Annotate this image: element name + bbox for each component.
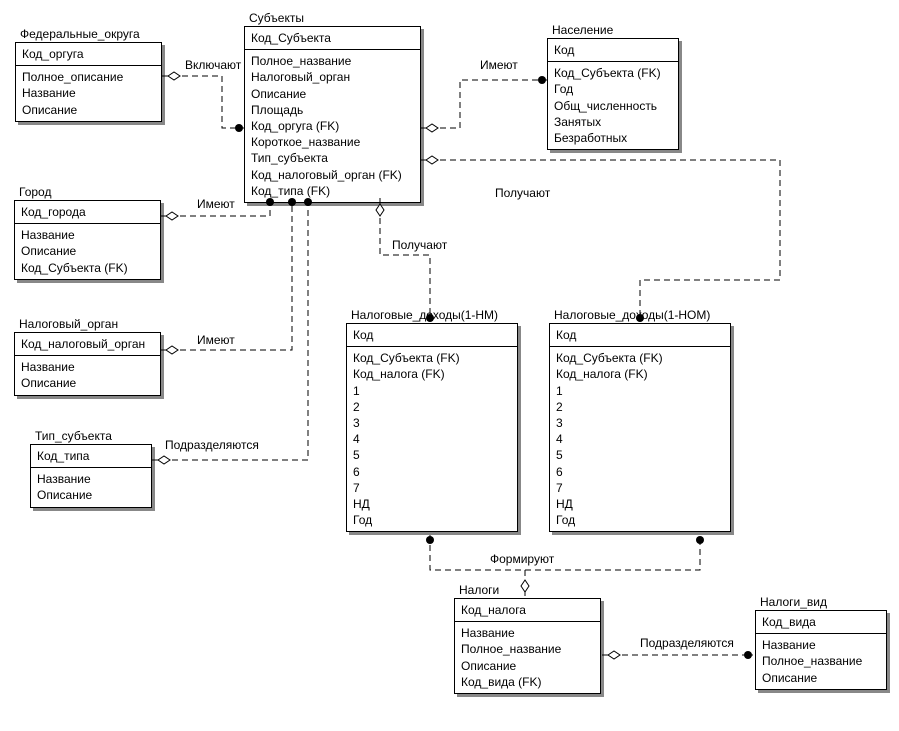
rel-label-include: Включают — [185, 58, 241, 72]
entity-title: Налоговые_доходы(1-НОМ) — [550, 308, 714, 324]
rel-label-receive-1: Получают — [392, 238, 447, 252]
entity-pk: Код_города — [15, 201, 160, 224]
entity-pk: Код — [347, 324, 517, 347]
rel-label-have-pop: Имеют — [480, 58, 518, 72]
entity-title: Налоговые_доходы(1-НМ) — [347, 308, 502, 324]
rel-label-receive-2: Получают — [495, 186, 550, 200]
entity-tax-income-hom: Налоговые_доходы(1-НОМ) Код Код_Субъекта… — [549, 323, 731, 532]
entity-federal-districts: Федеральные_округа Код_оргуга Полное_опи… — [15, 42, 162, 122]
entity-pk: Код_налога — [455, 599, 600, 622]
entity-attrs: Название Описание Код_Субъекта (FK) — [15, 224, 160, 279]
entity-pk: Код_налоговый_орган — [15, 333, 160, 356]
entity-attrs: Полное_описание Название Описание — [16, 66, 161, 121]
entity-population: Население Код Код_Субъекта (FK) Год Общ_… — [547, 38, 679, 150]
entity-attrs: Код_Субъекта (FK) Код_налога (FK) 1 2 3 … — [347, 347, 517, 531]
rel-label-have-taxauth: Имеют — [197, 333, 235, 347]
entity-tax-income-hm: Налоговые_доходы(1-НМ) Код Код_Субъекта … — [346, 323, 518, 532]
entity-title: Тип_субъекта — [31, 429, 116, 445]
entity-attrs: Название Описание — [15, 356, 160, 394]
entity-subject-type: Тип_субъекта Код_типа Название Описание — [30, 444, 152, 508]
entity-attrs: Название Полное_название Описание — [756, 634, 886, 689]
rel-label-have-city: Имеют — [197, 197, 235, 211]
entity-city: Город Код_города Название Описание Код_С… — [14, 200, 161, 280]
entity-pk: Код — [548, 39, 678, 62]
entity-pk: Код_типа — [31, 445, 151, 468]
entity-tax-authority: Налоговый_орган Код_налоговый_орган Назв… — [14, 332, 161, 396]
entity-title: Налоги — [455, 583, 503, 599]
entity-attrs: Код_Субъекта (FK) Код_налога (FK) 1 2 3 … — [550, 347, 730, 531]
entity-title: Город — [15, 185, 55, 201]
entity-title: Налоговый_орган — [15, 317, 122, 333]
entity-subjects: Субъекты Код_Субъекта Полное_название На… — [244, 26, 421, 203]
entity-attrs: Название Полное_название Описание Код_ви… — [455, 622, 600, 693]
entity-attrs: Код_Субъекта (FK) Год Общ_численность За… — [548, 62, 678, 149]
rel-label-subdivide-taxkind: Подразделяются — [640, 636, 734, 650]
entity-pk: Код_Субъекта — [245, 27, 420, 50]
entity-title: Субъекты — [245, 11, 308, 27]
entity-taxes: Налоги Код_налога Название Полное_назван… — [454, 598, 601, 694]
entity-pk: Код — [550, 324, 730, 347]
entity-attrs: Полное_название Налоговый_орган Описание… — [245, 50, 420, 202]
entity-title: Федеральные_округа — [16, 27, 144, 43]
rel-label-form: Формируют — [490, 552, 554, 566]
entity-title: Налоги_вид — [756, 595, 831, 611]
entity-tax-kind: Налоги_вид Код_вида Название Полное_назв… — [755, 610, 887, 690]
entity-attrs: Название Описание — [31, 468, 151, 506]
entity-title: Население — [548, 23, 617, 39]
entity-pk: Код_вида — [756, 611, 886, 634]
rel-label-subdivide-type: Подразделяются — [165, 438, 259, 452]
entity-pk: Код_оргуга — [16, 43, 161, 66]
